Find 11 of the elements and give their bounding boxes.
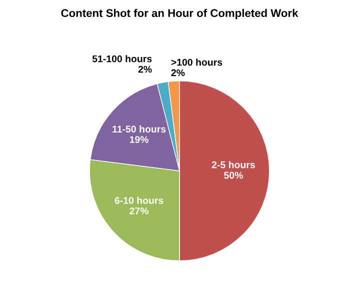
data-label: 27% [130, 207, 149, 214]
data-label: 2% [171, 69, 185, 76]
slice-label: 2-5 hours [212, 161, 255, 168]
slice-label: 51-100 hours [92, 55, 152, 62]
slice-label: 11-50 hours [112, 125, 166, 133]
chart-title: Content Shot for an Hour of Completed Work [61, 8, 298, 20]
slice-label: 6-10 hours [114, 196, 164, 204]
slice-label: >100 hours [171, 58, 222, 66]
data-label: 50% [224, 172, 243, 179]
data-label: 2% [138, 66, 152, 73]
data-label: 19% [130, 136, 149, 144]
